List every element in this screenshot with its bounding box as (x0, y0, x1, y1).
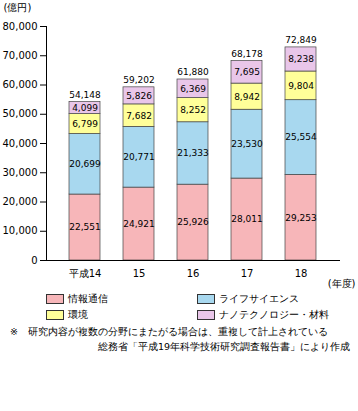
svg-text:54,148: 54,148 (69, 90, 101, 100)
svg-text:80,000: 80,000 (3, 21, 38, 32)
svg-text:22,551: 22,551 (69, 222, 101, 232)
svg-text:61,880: 61,880 (177, 67, 209, 77)
svg-text:8,252: 8,252 (180, 105, 206, 115)
svg-text:20,000: 20,000 (3, 196, 38, 207)
svg-text:59,202: 59,202 (123, 75, 155, 85)
svg-text:68,178: 68,178 (231, 49, 263, 59)
html-text:※ 研究内容が複数の分野にまたがる場合は、重複して計上されて: ※ 研究内容が複数の分野にまたがる場合は、重複して計上されている (10, 326, 328, 337)
svg-text:72,849: 72,849 (285, 35, 317, 45)
svg-text:10,000: 10,000 (3, 225, 38, 236)
svg-text:29,253: 29,253 (285, 213, 317, 223)
svg-text:8,942: 8,942 (234, 92, 260, 102)
svg-text:5,826: 5,826 (126, 91, 152, 101)
svg-text:(億円): (億円) (4, 2, 32, 13)
svg-text:6,369: 6,369 (180, 84, 206, 94)
svg-text:60,000: 60,000 (3, 79, 38, 90)
svg-text:25,926: 25,926 (177, 217, 209, 227)
html-text:総務省「平成19年科学技術研究調査報告書」により作成: 総務省「平成19年科学技術研究調査報告書」により作成 (97, 340, 350, 352)
svg-text:21,333: 21,333 (177, 148, 209, 158)
svg-text:16: 16 (187, 268, 200, 279)
svg-text:50,000: 50,000 (3, 108, 38, 119)
svg-text:18: 18 (295, 268, 308, 279)
svg-text:7,682: 7,682 (126, 110, 152, 120)
svg-text:28,011: 28,011 (231, 214, 263, 224)
svg-text:23,530: 23,530 (231, 139, 263, 149)
svg-text:17: 17 (241, 268, 254, 279)
svg-text:20,771: 20,771 (123, 152, 155, 162)
svg-text:20,699: 20,699 (69, 159, 101, 169)
svg-text:15: 15 (133, 268, 146, 279)
svg-text:4,099: 4,099 (72, 103, 98, 113)
html-text:環境: 環境 (68, 309, 88, 320)
svg-text:30,000: 30,000 (3, 167, 38, 178)
svg-text:8,238: 8,238 (288, 54, 314, 64)
svg-text:9,804: 9,804 (288, 81, 314, 91)
html-text:ナノテクノロジー・材料: ナノテクノロジー・材料 (219, 309, 329, 320)
svg-text:平成14: 平成14 (69, 268, 102, 279)
html-text:情報通信: 情報通信 (68, 293, 108, 304)
svg-text:7,695: 7,695 (234, 67, 260, 77)
html-text:ライフサイエンス: ライフサイエンス (219, 293, 299, 304)
svg-text:6,799: 6,799 (72, 119, 98, 129)
svg-text:24,921: 24,921 (123, 219, 155, 229)
svg-text:40,000: 40,000 (3, 138, 38, 149)
svg-text:0: 0 (31, 255, 37, 266)
svg-text:70,000: 70,000 (3, 50, 38, 61)
svg-text:(年度): (年度) (328, 278, 356, 289)
svg-text:25,554: 25,554 (285, 132, 317, 142)
